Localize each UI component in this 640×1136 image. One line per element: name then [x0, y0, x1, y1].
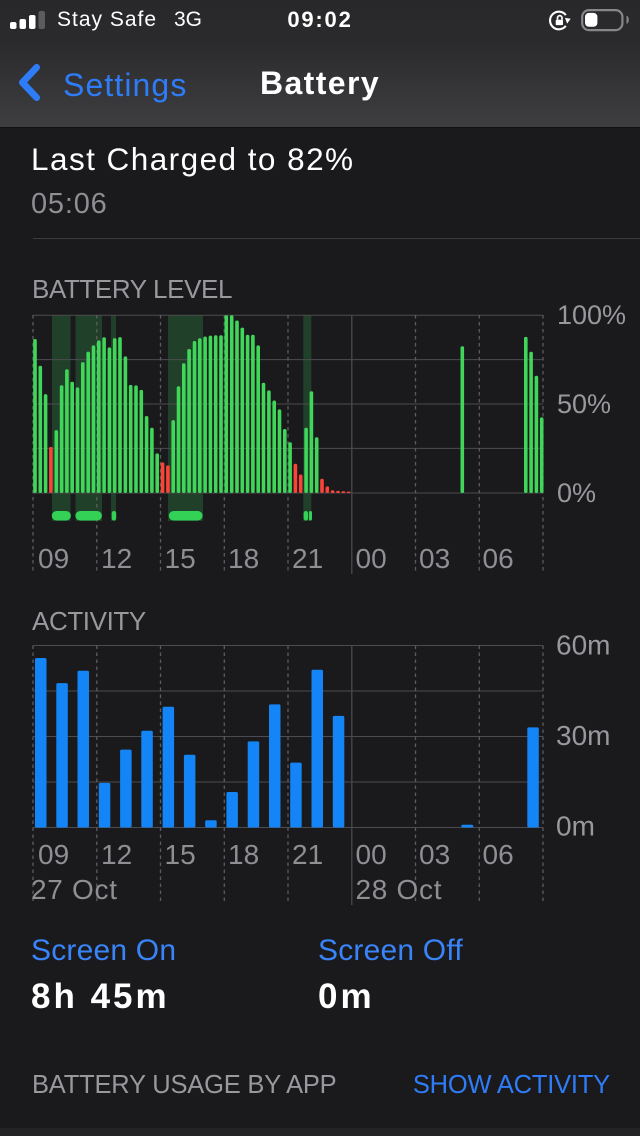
svg-text:30m: 30m [556, 720, 610, 751]
svg-text:18: 18 [228, 839, 259, 870]
svg-text:00: 00 [356, 543, 387, 574]
svg-text:60m: 60m [556, 630, 610, 661]
svg-text:21: 21 [292, 839, 323, 870]
svg-text:09: 09 [38, 543, 69, 574]
svg-text:27 Oct: 27 Oct [31, 874, 118, 905]
svg-text:09: 09 [38, 839, 69, 870]
svg-text:100%: 100% [557, 300, 626, 330]
svg-text:18: 18 [228, 543, 259, 574]
svg-text:12: 12 [101, 543, 132, 574]
svg-text:00: 00 [356, 839, 387, 870]
svg-text:15: 15 [165, 543, 196, 574]
svg-text:28 Oct: 28 Oct [356, 874, 443, 905]
svg-text:15: 15 [165, 839, 196, 870]
svg-text:12: 12 [101, 839, 132, 870]
svg-text:50%: 50% [557, 389, 611, 419]
svg-text:03: 03 [419, 543, 450, 574]
svg-text:06: 06 [483, 543, 514, 574]
svg-text:0m: 0m [556, 811, 595, 842]
svg-text:03: 03 [419, 839, 450, 870]
svg-text:06: 06 [483, 839, 514, 870]
svg-text:21: 21 [292, 543, 323, 574]
svg-text:0%: 0% [557, 478, 596, 508]
